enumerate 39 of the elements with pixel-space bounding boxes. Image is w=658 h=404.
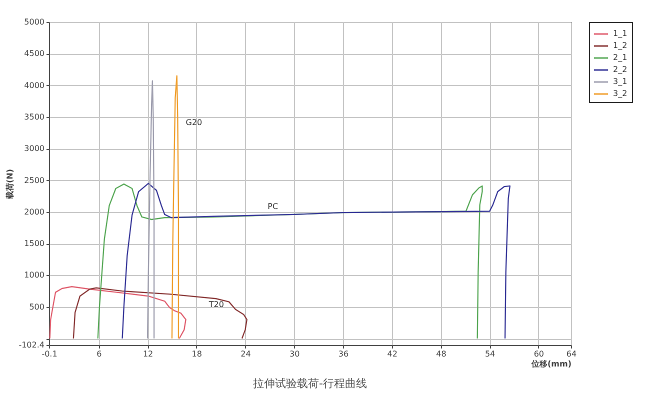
annotation: G20 bbox=[186, 118, 202, 127]
x-tick-label: 18 bbox=[192, 350, 202, 358]
x-tick-label: 12 bbox=[142, 350, 154, 358]
annotation: T20 bbox=[208, 300, 224, 309]
x-tick-label: 54 bbox=[484, 350, 496, 358]
legend-label: 3_1 bbox=[613, 77, 628, 86]
y-tick-label: -102.4 bbox=[18, 340, 44, 350]
x-tick-label: 36 bbox=[338, 350, 349, 358]
legend-label: 1_2 bbox=[613, 41, 628, 50]
text: 拉伸试验载荷-行程曲线 bbox=[253, 377, 367, 390]
y-tick-label: 500 bbox=[29, 302, 44, 312]
y-tick-label: 3000 bbox=[24, 144, 44, 154]
y-tick-label: 5000 bbox=[24, 18, 44, 26]
x-axis-title: 位移(mm) bbox=[530, 360, 572, 368]
annotation: PC bbox=[268, 202, 278, 211]
legend-label: 3_2 bbox=[613, 89, 628, 98]
y-tick-label: 4500 bbox=[24, 49, 44, 58]
line-series bbox=[146, 80, 155, 340]
x-tick-label: 60 bbox=[534, 350, 544, 358]
y-tick-label: 2500 bbox=[24, 176, 44, 185]
x-tick-label: 6 bbox=[96, 350, 102, 358]
y-tick-label: 1000 bbox=[24, 270, 44, 280]
x-tick-label: 48 bbox=[436, 350, 446, 358]
line-series bbox=[171, 75, 180, 340]
x-tick-label: 24 bbox=[240, 350, 251, 358]
y-tick-label: 4000 bbox=[24, 80, 44, 90]
legend-label: 2_2 bbox=[613, 65, 628, 74]
y-tick-label: 2000 bbox=[24, 207, 44, 216]
line-series bbox=[49, 286, 186, 340]
line-series bbox=[72, 287, 248, 340]
x-tick-label: 64 bbox=[566, 350, 577, 358]
legend-label: 1_1 bbox=[613, 29, 628, 38]
x-tick-label: 30 bbox=[290, 350, 300, 358]
x-tick-label: -0.1 bbox=[42, 350, 58, 358]
legend-label: 2_1 bbox=[613, 53, 628, 62]
y-tick-label: 3500 bbox=[24, 112, 44, 122]
y-axis-title: 载荷(N) bbox=[6, 168, 15, 200]
x-tick-label: 42 bbox=[387, 350, 398, 358]
y-tick-label: 1500 bbox=[24, 239, 44, 248]
